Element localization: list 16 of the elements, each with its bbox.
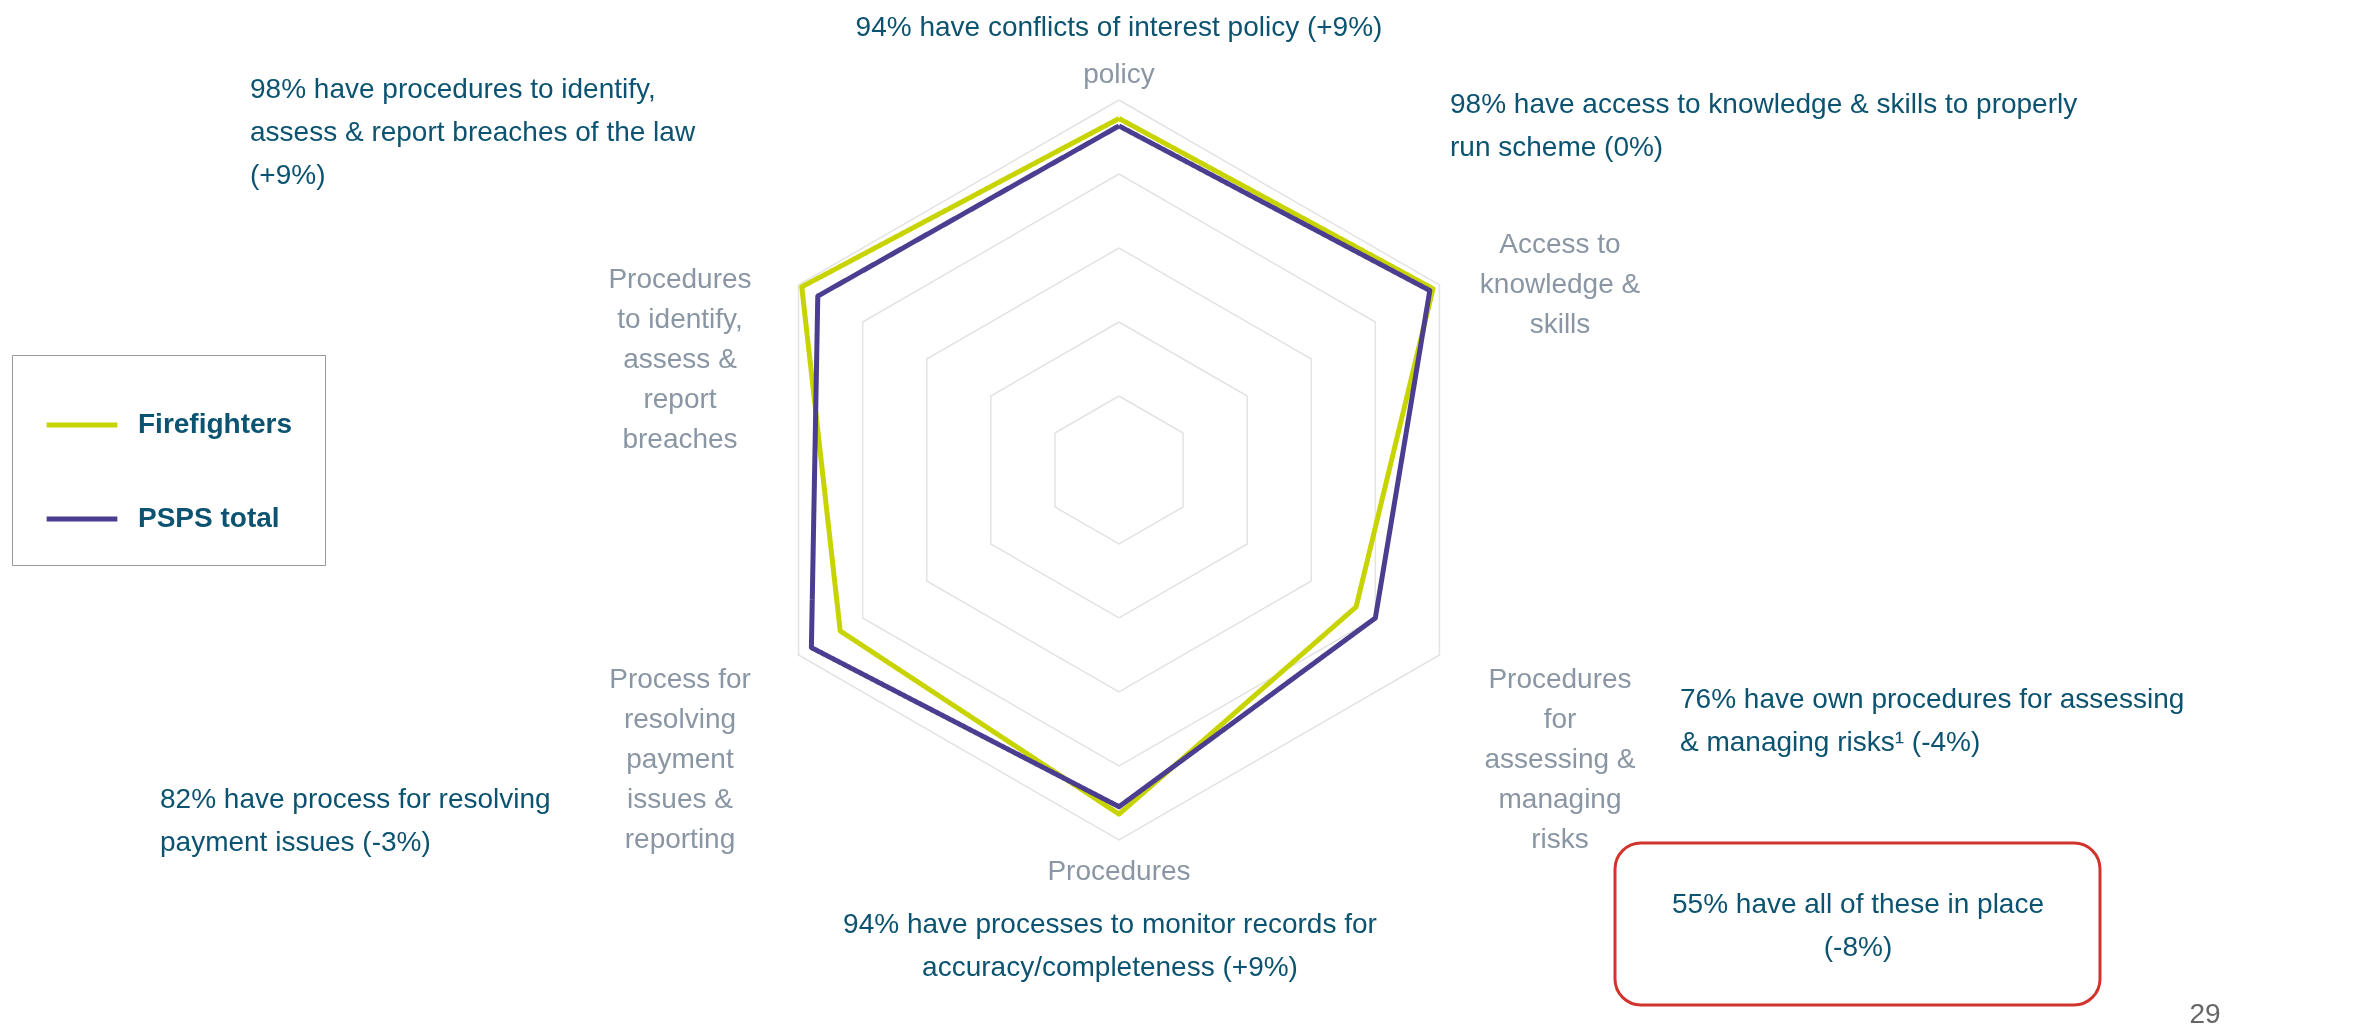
spoke-label: Procedures for assessing & managing risks [1484,663,1636,854]
spoke-label: Procedures to identify, assess & report breaches [608,263,752,454]
spoke-label: policy [1083,58,1155,89]
legend-label: Firefighters [138,408,293,439]
text: 76% have own procedures for assessing & managing risks¹ (-4%) [1680,683,2185,757]
spoke-label: Access to knowledge & skills [1479,228,1641,339]
text: 55% have all of these in place (-8%) [1671,888,2045,962]
text: 29 [2189,998,2221,1029]
text: 94% have conflicts of interest policy (+9%) [855,11,1383,42]
text: 82% have process for resolving payment issues (-3%) [160,783,551,857]
spoke-label: Process for resolving payment issues & reporting [609,663,751,854]
spoke-label: Procedures [1047,855,1191,886]
text: 98% have access to knowledge & skills to properly run scheme (0%) [1450,88,2078,162]
legend-label: PSPS total [138,502,280,533]
text: 94% have processes to monitor records for accuracy/completeness (+9%) [843,908,1377,982]
text: 98% have procedures to identify, assess & report breaches of the law (+9%) [250,73,696,190]
